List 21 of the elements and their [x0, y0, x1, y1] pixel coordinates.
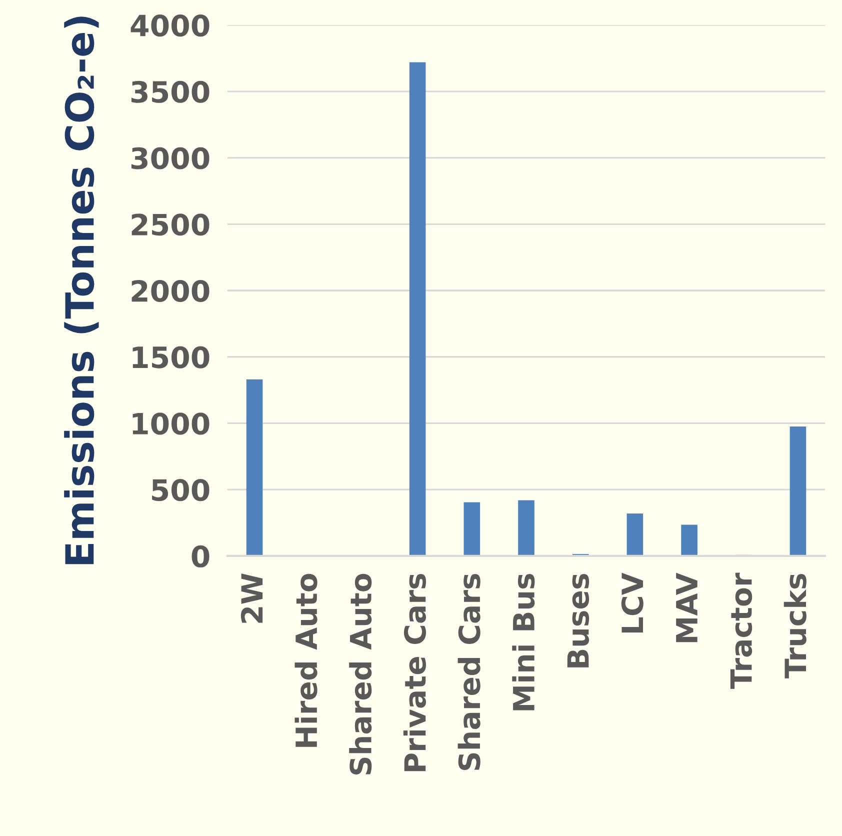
y-tick-label: 3000: [131, 147, 210, 170]
y-tick-label: 1500: [132, 346, 210, 368]
x-tick-label: Private Cars: [403, 574, 426, 772]
x-tick-label: Tractor: [730, 572, 752, 689]
x-tick-label: 2W: [240, 574, 263, 623]
y-tick-label: 3500: [131, 80, 210, 103]
y-tick-label: 1000: [132, 412, 210, 435]
y-tick-label: 2000: [132, 280, 210, 302]
x-tick-label: Shared Auto: [349, 574, 372, 774]
x-tick-label: LCV: [621, 572, 644, 632]
x-tick-label: MAV: [676, 572, 698, 642]
x-tick-label: Buses: [567, 574, 590, 668]
x-tick-label: Shared Cars: [458, 574, 480, 770]
y-tick-label: 4000: [130, 14, 210, 37]
y-tick-label: 2500: [132, 214, 210, 236]
y-axis-title: Emissions (Tonnes CO₂-e): [64, 16, 99, 564]
x-tick-label: Trucks: [784, 574, 806, 678]
x-tick-label: Mini Bus: [512, 574, 535, 710]
y-tick-label: 500: [152, 479, 210, 502]
x-tick-label: Hired Auto: [294, 574, 318, 747]
y-tick-label: 0: [192, 545, 210, 568]
